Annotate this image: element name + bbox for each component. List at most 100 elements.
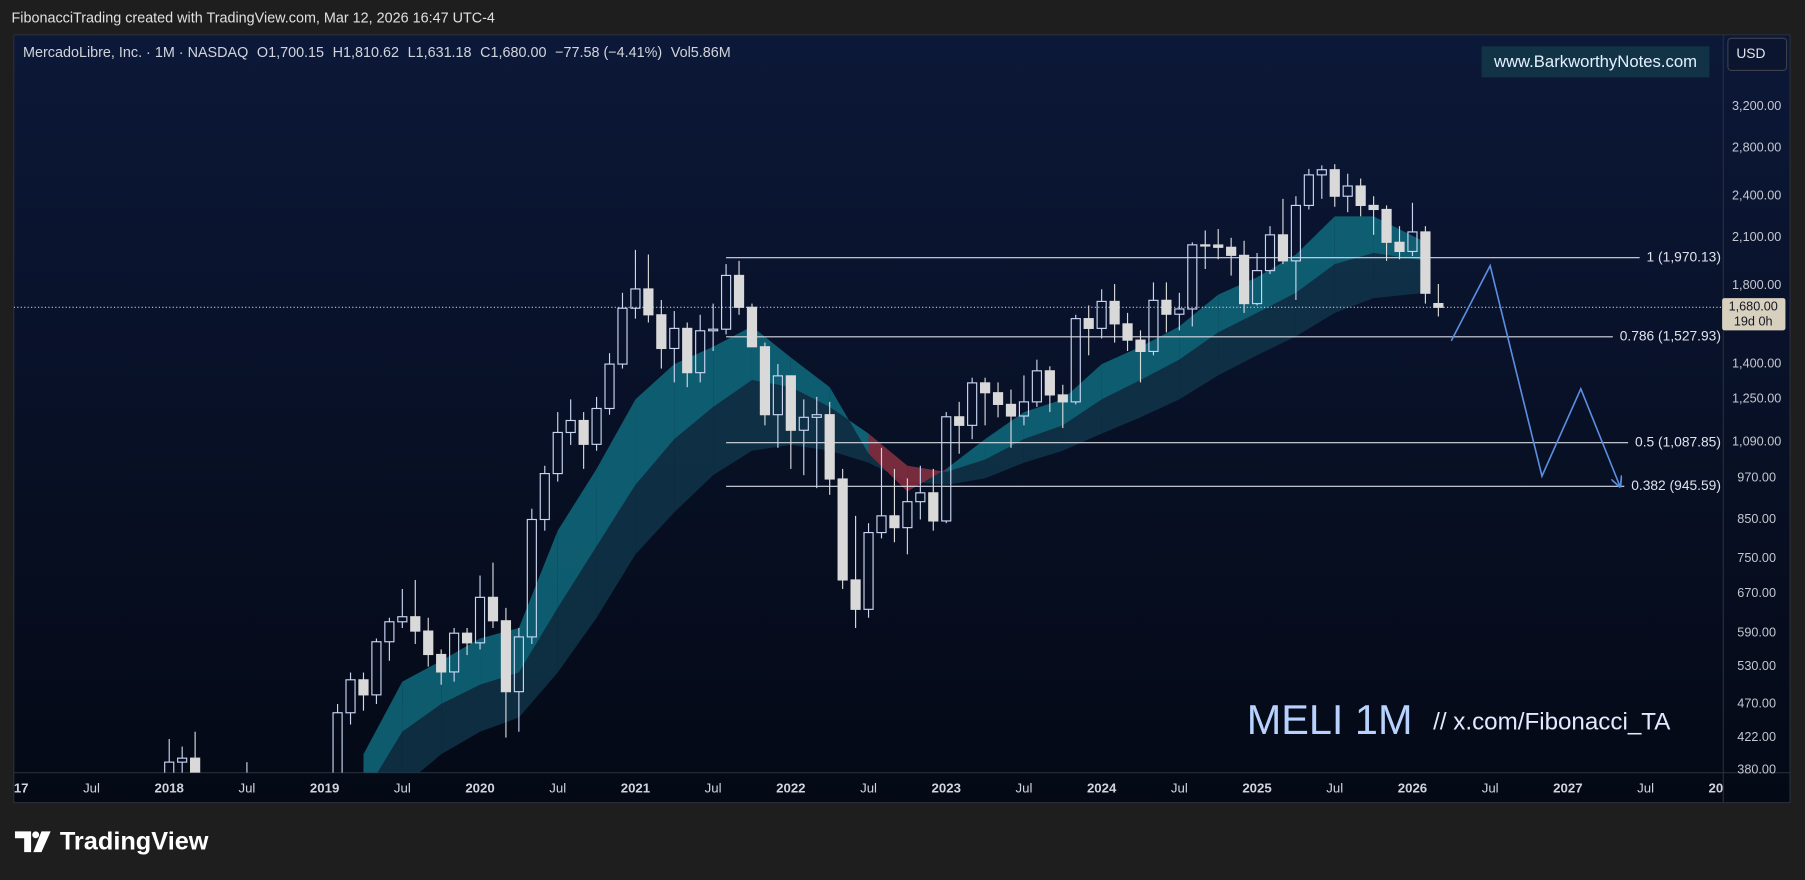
ribbon-outer	[946, 459, 986, 485]
x-tick-label: 2027	[1553, 780, 1582, 795]
candle-body	[811, 414, 822, 418]
ohlc-close: C1,680.00	[480, 45, 546, 61]
fib-label: 0.382 (945.59)	[1631, 477, 1721, 493]
x-tick-label: 2021	[621, 780, 650, 795]
candle-body	[1226, 246, 1237, 256]
ribbon-inner	[363, 681, 403, 773]
candle-body	[591, 407, 602, 445]
ribbon-outer	[441, 684, 481, 755]
y-tick-label: 970.00	[1737, 471, 1776, 485]
candle-body	[1238, 254, 1250, 305]
candle-body	[1122, 323, 1133, 341]
candle-body	[617, 307, 628, 365]
x-tick-label: Jul	[860, 780, 877, 795]
ribbon-inner	[713, 326, 752, 407]
candle-body	[1174, 308, 1185, 315]
x-tick-label: Jul	[1326, 780, 1343, 795]
candle-body	[1096, 300, 1107, 329]
candle-body	[746, 306, 758, 348]
candle-body	[1018, 401, 1030, 417]
plot: 1 (1,970.13) 0.786 (1,527.93) 0.5 (1,087.8…	[13, 164, 1724, 773]
fib-label: 0.5 (1,087.85)	[1635, 433, 1721, 449]
candle-body	[979, 382, 991, 394]
candle-body	[1368, 204, 1379, 211]
last-price-label: 1,680.00	[1729, 300, 1778, 314]
candle-body	[928, 492, 939, 522]
candle-body	[1407, 231, 1418, 253]
ribbon-outer	[402, 704, 442, 773]
candle-body	[1031, 370, 1043, 403]
ribbon-outer	[1373, 252, 1426, 299]
x-tick-label: 2026	[1398, 780, 1427, 795]
candle-body	[643, 288, 654, 316]
candle-body	[656, 314, 667, 350]
candle-body	[708, 328, 719, 332]
ribbon-inner	[1179, 294, 1219, 360]
x-tick-label: 2023	[932, 780, 961, 795]
candle-body	[397, 616, 408, 623]
candle-body	[487, 596, 499, 622]
candle-body	[436, 653, 447, 673]
ohlc-high: H1,810.62	[333, 45, 399, 61]
x-tick-label: 2017	[0, 780, 29, 795]
candle-body	[1316, 169, 1327, 176]
ribbon-outer	[1334, 252, 1374, 313]
currency[interactable]: USD	[1736, 45, 1765, 61]
last-price-box	[1722, 298, 1786, 331]
candle-body	[539, 473, 550, 521]
x-tick-label: Jul	[1171, 780, 1188, 795]
x-tick-label: 2025	[1242, 780, 1271, 795]
change: −77.58 (−4.41%)	[555, 45, 662, 61]
y-tick-label: 470.00	[1737, 696, 1776, 710]
currency-button[interactable]	[1727, 37, 1788, 72]
x-tick-label: 2028	[1709, 780, 1738, 795]
candle-body	[876, 515, 887, 534]
ohlc-low: L1,631.18	[408, 45, 472, 61]
ribbon-outer	[1101, 380, 1141, 434]
candle-body	[1070, 318, 1081, 403]
ribbon-inner	[1295, 216, 1335, 293]
brand-logo	[14, 831, 51, 853]
candle-body	[902, 501, 913, 529]
candle-body	[410, 616, 421, 632]
ribbon-inner	[946, 439, 986, 472]
ribbon-inner	[635, 364, 675, 485]
ribbon-inner	[402, 660, 442, 732]
x-tick-label: Jul	[238, 780, 255, 795]
candle-body	[474, 596, 486, 644]
candle-body	[177, 757, 188, 763]
candle-body	[384, 621, 395, 643]
candle-body	[695, 330, 706, 374]
candle-body	[565, 419, 576, 434]
ribbon-outer	[1257, 292, 1296, 356]
ribbon-outer	[674, 406, 714, 513]
ribbon-inner	[557, 468, 597, 608]
candle-body	[1381, 208, 1392, 243]
candle-body	[889, 515, 900, 529]
candle-body	[1161, 299, 1172, 315]
candle-body	[1200, 244, 1211, 247]
ribbon-inner	[790, 357, 830, 407]
ribbon-inner	[1140, 326, 1180, 381]
candle-body	[785, 375, 796, 431]
ribbon-outer	[985, 439, 1024, 479]
time-axis: 2017 Jul 2018 Jul 2019 Jul 2020 Jul 2021 Jul 2022 J…	[0, 780, 1738, 795]
x-tick-label: Jul	[394, 780, 411, 795]
candle-body	[954, 416, 965, 426]
ribbon-outer	[635, 439, 675, 555]
caption-handle: // x.com/Fibonacci_TA	[1433, 709, 1671, 736]
projection	[1450, 263, 1619, 486]
candle-body	[669, 327, 680, 350]
candle-body	[1044, 370, 1055, 396]
candle-body	[513, 636, 524, 693]
ribbon-outer	[518, 607, 558, 718]
candle-body	[798, 416, 809, 431]
ribbon-outer	[790, 387, 830, 451]
caption-ticker: MELI 1M	[1247, 696, 1413, 743]
ribbon-outer	[713, 380, 752, 476]
y-tick-label: 2,800.00	[1732, 141, 1781, 155]
candle-body	[604, 363, 615, 410]
candle-body	[967, 382, 978, 426]
ribbon-inner	[1257, 254, 1296, 313]
y-tick-label: 422.00	[1737, 730, 1776, 744]
